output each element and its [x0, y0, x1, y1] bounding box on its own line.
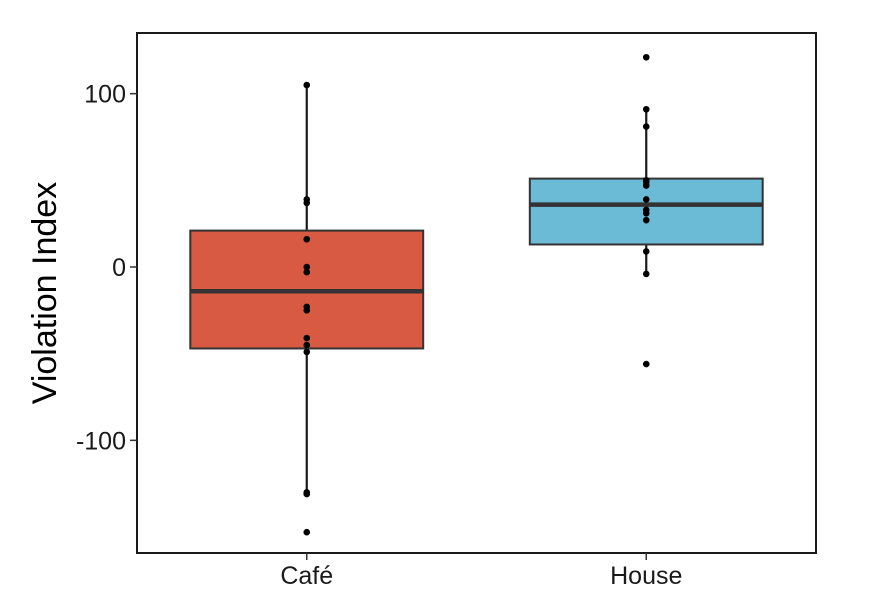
- box-1-point-3: [303, 199, 311, 207]
- box-1-point-14: [303, 528, 311, 536]
- plot-panel-border: [136, 32, 817, 554]
- box-2-point-2: [642, 105, 650, 113]
- x-axis: Café House: [280, 553, 682, 590]
- box-1-point-8: [303, 307, 311, 314]
- box-1-point-9: [303, 334, 311, 342]
- x-tick-label-2: House: [610, 562, 682, 590]
- box-1-point-6: [303, 268, 311, 276]
- box-1-point-10: [303, 341, 311, 349]
- box-2-point-7: [642, 196, 650, 203]
- box-1-point-13: [303, 490, 311, 498]
- box-1-point-4: [303, 235, 311, 243]
- y-tick-label-2: 0: [112, 254, 126, 282]
- box-2-point-3: [642, 123, 650, 130]
- box-1-point-5: [303, 263, 311, 271]
- box-2-point-1: [642, 53, 650, 61]
- y-axis-title: Violation Index: [26, 182, 64, 404]
- y-axis: 100 0 -100: [76, 81, 137, 455]
- box-2-point-13: [642, 360, 650, 368]
- points-layer: [303, 53, 650, 536]
- box-1-point-11: [303, 348, 311, 356]
- box-2-point-10: [642, 216, 650, 224]
- box-2-point-11: [642, 248, 650, 255]
- x-tick-label-1: Café: [280, 562, 333, 590]
- box-2-point-6: [642, 182, 650, 189]
- box-1-point-1: [303, 81, 311, 89]
- box-2-point-12: [642, 270, 650, 278]
- y-tick-label-1: 100: [84, 81, 126, 109]
- box-2-point-9: [642, 209, 650, 217]
- y-tick-label-3: -100: [76, 427, 126, 455]
